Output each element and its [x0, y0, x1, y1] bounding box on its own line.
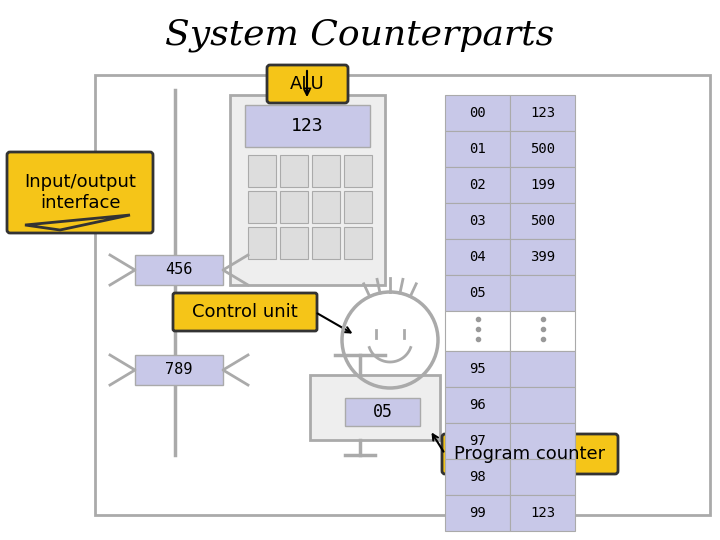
- Bar: [445, 423, 510, 459]
- Bar: [510, 351, 575, 387]
- Bar: [135, 255, 223, 285]
- Bar: [510, 239, 575, 275]
- Text: ALU: ALU: [290, 75, 325, 93]
- Bar: [445, 495, 510, 531]
- Text: Input/output
interface: Input/output interface: [24, 173, 136, 212]
- FancyBboxPatch shape: [267, 65, 348, 103]
- Bar: [312, 227, 340, 259]
- FancyBboxPatch shape: [173, 293, 317, 331]
- Text: 500: 500: [530, 142, 555, 156]
- Bar: [312, 191, 340, 223]
- Bar: [344, 191, 372, 223]
- Bar: [248, 155, 276, 187]
- Bar: [248, 227, 276, 259]
- Text: Program counter: Program counter: [454, 445, 606, 463]
- Bar: [245, 105, 370, 147]
- Text: 500: 500: [530, 214, 555, 228]
- Text: 02: 02: [469, 178, 486, 192]
- Text: 199: 199: [530, 178, 555, 192]
- Bar: [280, 155, 308, 187]
- Polygon shape: [25, 215, 130, 230]
- Bar: [510, 131, 575, 167]
- Bar: [230, 95, 385, 285]
- Text: 96: 96: [469, 398, 486, 412]
- Bar: [510, 311, 575, 351]
- Text: 123: 123: [291, 117, 324, 135]
- Text: 399: 399: [530, 250, 555, 264]
- Bar: [510, 95, 575, 131]
- Text: 98: 98: [469, 470, 486, 484]
- Text: 789: 789: [166, 362, 193, 377]
- Text: 05: 05: [469, 286, 486, 300]
- Text: 04: 04: [469, 250, 486, 264]
- Text: Control unit: Control unit: [192, 303, 298, 321]
- Bar: [510, 167, 575, 203]
- Bar: [280, 191, 308, 223]
- Text: 05: 05: [372, 403, 392, 421]
- Bar: [135, 355, 223, 385]
- FancyBboxPatch shape: [442, 434, 618, 474]
- Bar: [445, 239, 510, 275]
- Bar: [345, 398, 420, 426]
- Text: 95: 95: [469, 362, 486, 376]
- Bar: [312, 155, 340, 187]
- Bar: [445, 203, 510, 239]
- Bar: [280, 227, 308, 259]
- Bar: [445, 459, 510, 495]
- Text: 03: 03: [469, 214, 486, 228]
- FancyBboxPatch shape: [7, 152, 153, 233]
- Text: 00: 00: [469, 106, 486, 120]
- Bar: [310, 375, 440, 440]
- Text: 99: 99: [469, 506, 486, 520]
- Bar: [344, 155, 372, 187]
- Bar: [248, 191, 276, 223]
- Bar: [510, 275, 575, 311]
- Bar: [510, 459, 575, 495]
- Text: System Counterparts: System Counterparts: [166, 18, 554, 52]
- Text: 456: 456: [166, 262, 193, 278]
- Bar: [510, 423, 575, 459]
- Bar: [445, 351, 510, 387]
- Bar: [445, 95, 510, 131]
- Bar: [95, 75, 710, 515]
- Bar: [445, 131, 510, 167]
- Text: 97: 97: [469, 434, 486, 448]
- Bar: [344, 227, 372, 259]
- Text: 123: 123: [530, 506, 555, 520]
- Text: 123: 123: [530, 106, 555, 120]
- Bar: [510, 203, 575, 239]
- Bar: [445, 311, 510, 351]
- Text: 01: 01: [469, 142, 486, 156]
- Bar: [510, 495, 575, 531]
- Bar: [445, 275, 510, 311]
- Bar: [445, 167, 510, 203]
- Bar: [510, 387, 575, 423]
- Bar: [445, 387, 510, 423]
